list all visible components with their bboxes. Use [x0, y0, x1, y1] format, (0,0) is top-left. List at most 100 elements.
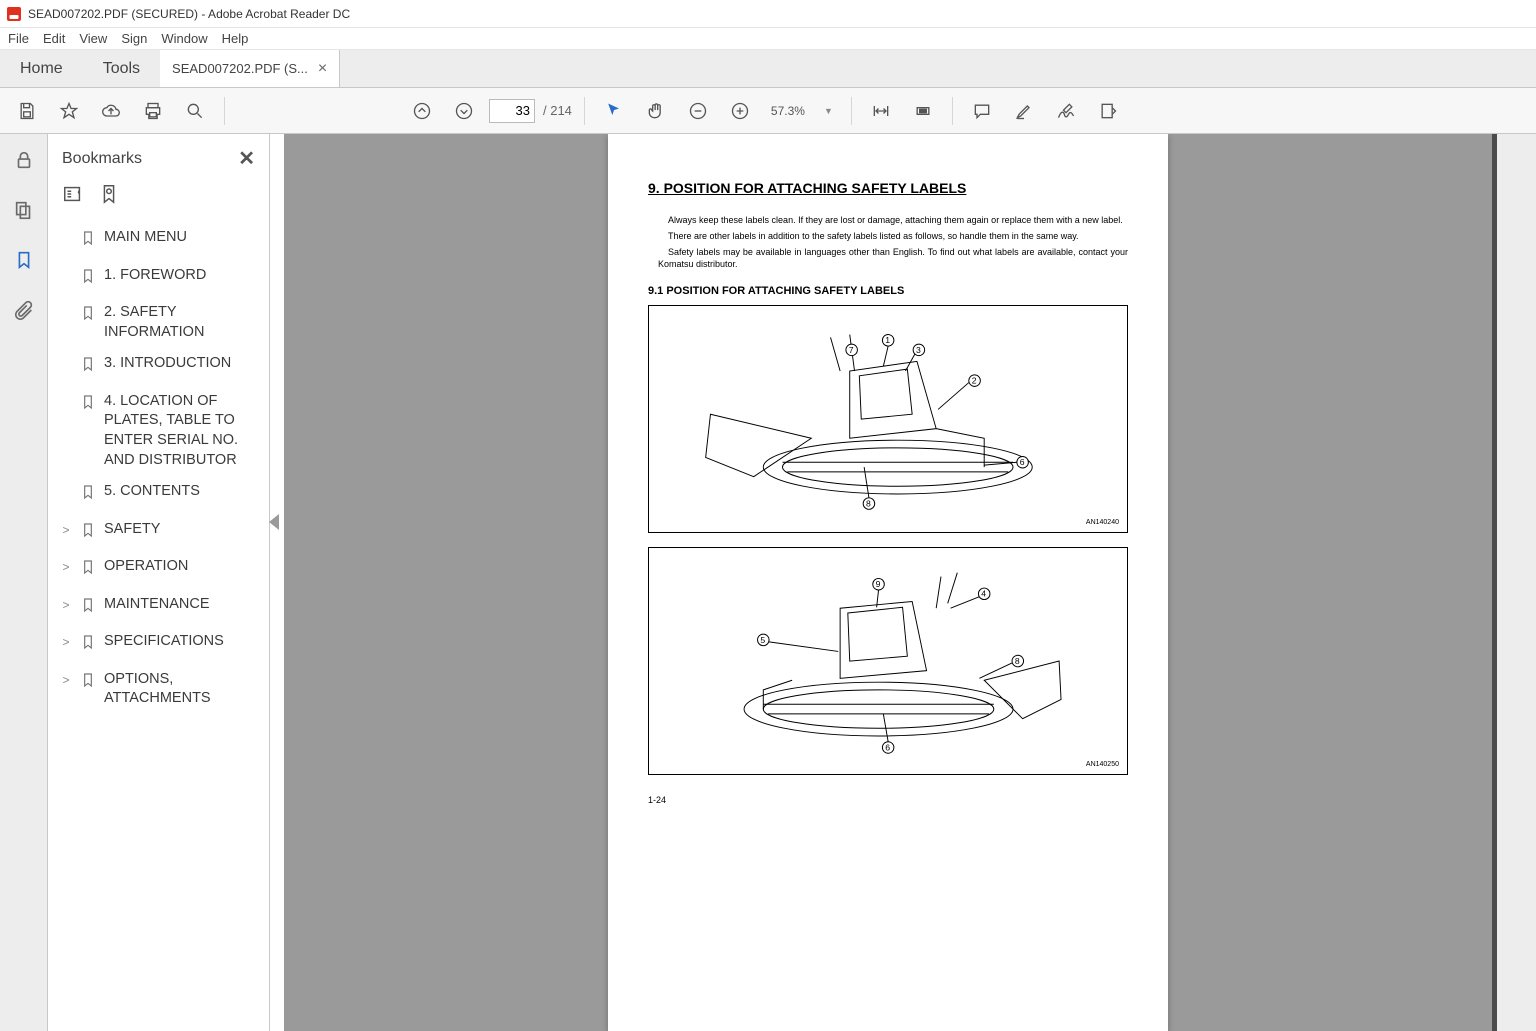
bookmark-item[interactable]: 5. CONTENTS — [56, 476, 261, 514]
bookmark-item[interactable]: >OPERATION — [56, 551, 261, 589]
nav-rail — [0, 134, 48, 1031]
close-panel-icon[interactable]: ✕ — [238, 146, 255, 171]
bookmark-item[interactable]: 4. LOCATION OF PLATES, TABLE TO ENTER SE… — [56, 386, 261, 476]
svg-text:9: 9 — [876, 579, 881, 589]
sign-icon[interactable] — [1049, 94, 1083, 128]
cloud-upload-icon[interactable] — [94, 94, 128, 128]
bookmark-label: SPECIFICATIONS — [104, 632, 257, 652]
zoom-out-icon[interactable] — [681, 94, 715, 128]
find-bookmark-icon[interactable] — [98, 183, 120, 210]
bulldozer-rear-diagram: 9 4 5 8 6 — [685, 565, 1091, 757]
bookmark-item[interactable]: > MAINTENANCE — [56, 589, 261, 627]
window-titlebar: SEAD007202.PDF (SECURED) - Adobe Acrobat… — [0, 0, 1536, 28]
star-icon[interactable] — [52, 94, 86, 128]
paragraph-1: Always keep these labels clean. If they … — [648, 214, 1128, 226]
svg-text:7: 7 — [849, 344, 854, 354]
figure-1: 1 7 3 2 6 8 AN140240 — [648, 305, 1128, 533]
page-subheading: 9.1 POSITION FOR ATTACHING SAFETY LABELS — [648, 285, 1128, 297]
separator — [584, 97, 585, 125]
expand-spacer — [60, 228, 72, 230]
window-title: SEAD007202.PDF (SECURED) - Adobe Acrobat… — [28, 7, 350, 21]
page-up-icon[interactable] — [405, 94, 439, 128]
fit-page-icon[interactable] — [906, 94, 940, 128]
bookmarks-panel: Bookmarks ✕ MAIN MENU 1. FOREWORD 2. SAFET… — [48, 134, 270, 1031]
expand-spacer — [60, 482, 72, 484]
separator — [224, 97, 225, 125]
thumbnails-icon[interactable] — [10, 196, 38, 224]
menu-sign[interactable]: Sign — [121, 31, 147, 46]
svg-text:6: 6 — [1020, 457, 1025, 467]
bookmark-options-icon[interactable] — [62, 183, 84, 210]
bookmark-ribbon-icon — [80, 228, 96, 254]
svg-text:3: 3 — [916, 344, 921, 354]
attachments-icon[interactable] — [10, 296, 38, 324]
expand-icon[interactable]: > — [60, 595, 72, 613]
menu-view[interactable]: View — [79, 31, 107, 46]
fit-width-icon[interactable] — [864, 94, 898, 128]
bookmark-item[interactable]: 2. SAFETY INFORMATION — [56, 297, 261, 348]
save-icon[interactable] — [10, 94, 44, 128]
expand-icon[interactable]: > — [60, 632, 72, 650]
bookmark-label: MAINTENANCE — [104, 595, 257, 615]
bookmark-ribbon-icon — [80, 392, 96, 418]
bookmark-item[interactable]: MAIN MENU — [56, 222, 261, 260]
expand-icon[interactable]: > — [60, 670, 72, 688]
panel-collapse-handle[interactable] — [270, 134, 284, 1031]
bookmark-label: 3. INTRODUCTION — [104, 354, 257, 374]
close-tab-icon[interactable]: × — [318, 60, 327, 78]
svg-text:4: 4 — [981, 588, 986, 598]
expand-icon[interactable]: > — [60, 520, 72, 538]
menu-window[interactable]: Window — [161, 31, 207, 46]
paragraph-2: There are other labels in addition to th… — [648, 230, 1128, 242]
bookmarks-icon[interactable] — [10, 246, 38, 274]
menu-file[interactable]: File — [8, 31, 29, 46]
menu-help[interactable]: Help — [222, 31, 249, 46]
highlight-icon[interactable] — [1007, 94, 1041, 128]
more-tools-icon[interactable] — [1091, 94, 1125, 128]
select-tool-icon[interactable] — [597, 94, 631, 128]
tab-tools[interactable]: Tools — [83, 50, 160, 87]
hand-tool-icon[interactable] — [639, 94, 673, 128]
tab-document[interactable]: SEAD007202.PDF (S... × — [160, 50, 340, 87]
bookmarks-title: Bookmarks — [62, 150, 142, 168]
paragraph-3: Safety labels may be available in langua… — [648, 246, 1128, 270]
expand-icon[interactable]: > — [60, 557, 72, 575]
bookmark-ribbon-icon — [80, 520, 96, 546]
document-view[interactable]: 9. POSITION FOR ATTACHING SAFETY LABELS … — [284, 134, 1492, 1031]
collapse-triangle-icon — [269, 514, 279, 530]
bookmark-label: 5. CONTENTS — [104, 482, 257, 502]
bookmark-item[interactable]: 1. FOREWORD — [56, 260, 261, 298]
svg-text:8: 8 — [866, 498, 871, 508]
bookmark-ribbon-icon — [80, 266, 96, 292]
bookmark-label: 1. FOREWORD — [104, 266, 257, 286]
lock-icon[interactable] — [10, 146, 38, 174]
bookmark-ribbon-icon — [80, 557, 96, 583]
expand-spacer — [60, 354, 72, 356]
pdf-icon — [6, 6, 22, 22]
bookmark-item[interactable]: > SAFETY — [56, 514, 261, 552]
bookmark-label: MAIN MENU — [104, 228, 257, 248]
bookmark-item[interactable]: >OPTIONS, ATTACHMENTS — [56, 664, 261, 715]
page-number: 1-24 — [648, 795, 1128, 805]
tab-home[interactable]: Home — [0, 50, 83, 87]
right-tools-strip[interactable] — [1492, 134, 1536, 1031]
bookmark-item[interactable]: 3. INTRODUCTION — [56, 348, 261, 386]
figure-1-code: AN140240 — [1086, 519, 1119, 526]
page-number-input[interactable] — [489, 99, 535, 123]
menu-edit[interactable]: Edit — [43, 31, 65, 46]
zoom-select[interactable]: 57.3%▼ — [765, 99, 839, 123]
bookmark-item[interactable]: > SPECIFICATIONS — [56, 626, 261, 664]
print-icon[interactable] — [136, 94, 170, 128]
bookmark-ribbon-icon — [80, 354, 96, 380]
bookmark-ribbon-icon — [80, 632, 96, 658]
svg-text:8: 8 — [1015, 655, 1020, 665]
bulldozer-front-diagram: 1 7 3 2 6 8 — [685, 323, 1091, 515]
tab-document-label: SEAD007202.PDF (S... — [172, 61, 308, 76]
bookmark-label: SAFETY — [104, 520, 257, 540]
comment-icon[interactable] — [965, 94, 999, 128]
zoom-in-icon[interactable] — [723, 94, 757, 128]
figure-2: 9 4 5 8 6 AN140250 — [648, 547, 1128, 775]
search-icon[interactable] — [178, 94, 212, 128]
expand-spacer — [60, 266, 72, 268]
page-down-icon[interactable] — [447, 94, 481, 128]
